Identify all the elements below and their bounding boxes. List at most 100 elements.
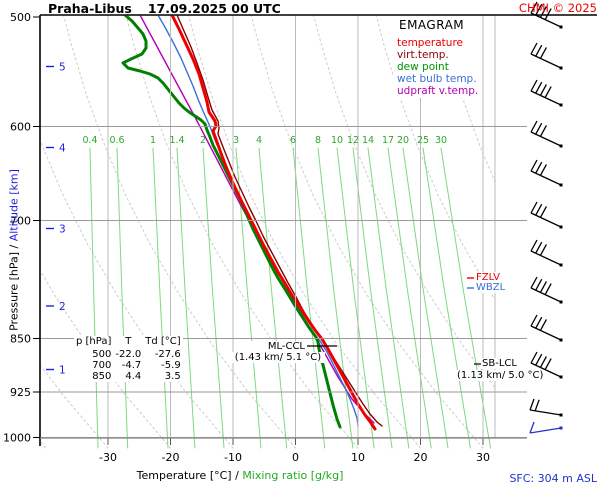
wind-barb-staff	[529, 427, 562, 434]
chart-title: Praha-Libus 17.09.2025 00 UTC	[48, 1, 281, 16]
wind-barb-feather	[530, 239, 538, 252]
dry-adiabat-line	[63, 15, 296, 449]
wind-barb-feather	[539, 6, 547, 18]
temperature-tick-label: 20	[414, 451, 428, 464]
mixing-ratio-label: 14	[362, 135, 374, 146]
mixing-ratio-line	[258, 147, 288, 449]
dry-adiabat-line	[41, 270, 171, 449]
wbzl-label: WBZL	[476, 282, 506, 293]
wind-barb-feather	[544, 8, 552, 20]
pressure-tick-label: 1000	[3, 432, 31, 445]
wind-barb-feather	[539, 206, 547, 218]
legend-entry-virt-temp: virt.temp.	[397, 49, 449, 61]
wind-barb-feather	[544, 358, 552, 370]
mixing-ratio-line	[235, 147, 262, 449]
mixing-ratio-label: 25	[417, 135, 429, 146]
wind-barb-dot	[559, 413, 563, 417]
wind-barb	[530, 239, 563, 267]
wind-barb-dot	[559, 25, 563, 29]
wind-barb-feather	[539, 164, 547, 176]
altitude-tick-label: 2	[59, 301, 66, 313]
wind-barb	[530, 1, 563, 29]
wind-barb-feather	[530, 1, 538, 14]
temperature-tick-label: 30	[476, 451, 490, 464]
virtual-temperature-curve	[176, 15, 383, 427]
wind-barb-feather	[535, 81, 543, 94]
wind-barb-dot	[559, 183, 563, 187]
altitude-tick-label: 4	[59, 143, 66, 155]
sfc-elevation-label: SFC: 304 m ASL	[509, 472, 597, 485]
temperature-curve	[170, 15, 377, 431]
legend-title: EMAGRAM	[399, 18, 465, 32]
wind-barb-staff	[530, 131, 562, 147]
table-row: 850 4.4 3.5	[92, 371, 181, 382]
wind-barb-feather	[534, 399, 540, 412]
dry-adiabat-line	[125, 15, 359, 449]
mixing-ratio-label: 0.6	[109, 135, 124, 146]
station-name: Praha-Libus	[48, 1, 132, 16]
ml-ccl-label: ML-CCL	[245, 341, 305, 352]
wind-barb-feather	[530, 201, 538, 214]
wind-barb-staff	[530, 287, 562, 303]
legend-entry-wet-bulb: wet bulb temp.	[397, 73, 477, 85]
wind-barb	[530, 351, 563, 379]
mixing-ratio-label: 2	[200, 135, 206, 146]
wind-barb-dot	[559, 103, 563, 107]
mixing-ratio-label: 30	[435, 135, 447, 146]
wind-barb-feather	[539, 84, 547, 96]
wind-barb-staff	[530, 53, 562, 69]
pressure-tick-label: 850	[10, 333, 31, 346]
pressure-axis-title: Pressure [hPa] / Altitude [km]	[7, 169, 21, 331]
wind-barb-feather	[539, 125, 547, 137]
wind-barb-staff	[530, 250, 562, 266]
pressure-tick-label: 700	[10, 215, 31, 228]
mixing-ratio-axis-title: Mixing ratio [g/kg]	[242, 469, 344, 482]
mixing-ratio-label: 17	[382, 135, 394, 146]
wind-barb-feather	[539, 47, 547, 59]
wind-barb	[530, 120, 563, 148]
wind-barb-dot	[559, 225, 563, 229]
wind-barb-feather	[535, 161, 543, 174]
temperature-axis-title: Temperature [°C] / Mixing ratio [g/kg]	[136, 469, 344, 482]
legend-entry-dew-point: dew point	[397, 61, 449, 73]
wind-barb-feather	[535, 3, 543, 16]
mixing-ratio-label: 10	[331, 135, 343, 146]
wind-barb-feather	[539, 319, 547, 331]
legend-entry-updraft: udpraft v.temp.	[397, 85, 479, 97]
attribution: CHMI © 2025	[518, 1, 597, 15]
wind-barb-feather	[529, 421, 535, 434]
mixing-ratio-label: 1	[150, 135, 156, 146]
temperature-tick-label: -20	[162, 451, 180, 464]
pressure-tick-label: 925	[10, 386, 31, 399]
levels-table-header: p [hPa] T Td [°C]	[76, 336, 181, 347]
wind-barb-feather	[539, 281, 547, 293]
wind-barb-feather	[530, 159, 538, 172]
mixing-ratio-line	[152, 147, 169, 449]
wind-barb	[530, 314, 563, 342]
mixing-ratio-line	[116, 147, 129, 449]
dry-adiabat-line	[41, 140, 234, 449]
mixing-ratio-label: 6	[290, 135, 296, 146]
wind-barb-feather	[535, 44, 543, 57]
mixing-ratio-line	[317, 147, 354, 449]
mixing-ratio-label: 1.4	[169, 135, 184, 146]
wind-barb	[530, 42, 563, 70]
mixing-ratio-line	[402, 147, 449, 449]
wind-barb-feather	[530, 79, 538, 92]
wind-barb-feather	[530, 276, 538, 289]
dry-adiabat-line	[501, 15, 600, 448]
wind-barb-staff	[530, 325, 562, 341]
mixing-ratio-label: 4	[256, 135, 262, 146]
wind-barb-dot	[559, 300, 563, 304]
wind-barb-feather	[530, 120, 538, 133]
mixing-ratio-label: 3	[233, 135, 239, 146]
wind-barb	[530, 276, 563, 304]
wind-barb-feather	[535, 278, 543, 291]
wind-barb-staff	[529, 409, 562, 416]
mixing-ratio-line	[367, 147, 410, 449]
wind-barb-feather	[535, 241, 543, 254]
altitude-tick-label: 3	[59, 224, 66, 236]
sb-lcl-values: (1.13 km/ 5.0 °C)	[457, 370, 544, 381]
mixing-ratio-label: 8	[315, 135, 321, 146]
